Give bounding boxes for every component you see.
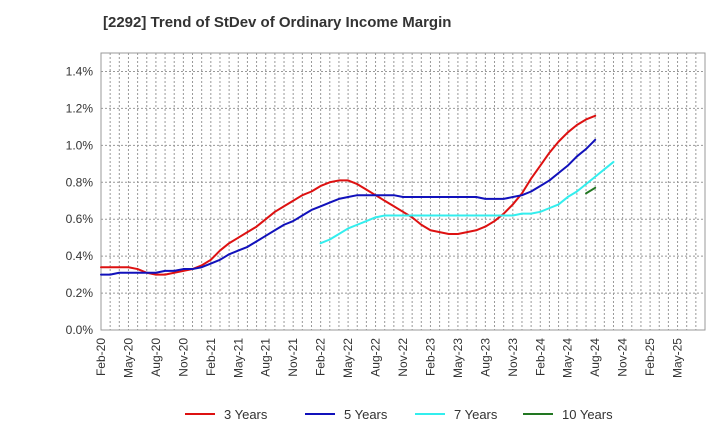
x-tick-label: Nov-20 bbox=[176, 338, 190, 377]
x-tick-label: Nov-21 bbox=[286, 338, 300, 377]
legend-label: 10 Years bbox=[562, 407, 613, 422]
x-tick-label: Aug-21 bbox=[259, 338, 273, 377]
y-tick-label: 1.0% bbox=[66, 138, 94, 152]
grid-lines bbox=[101, 53, 705, 330]
series-line bbox=[585, 186, 597, 195]
x-axis-tick-labels: Feb-20 May-20 Aug-20 Nov-20 Feb-21 May-21 Aug-… bbox=[94, 338, 685, 378]
y-tick-label: 0.2% bbox=[66, 286, 94, 300]
x-tick-label: Feb-25 bbox=[643, 338, 657, 376]
x-tick-label: Feb-23 bbox=[423, 338, 437, 376]
x-tick-label: May-21 bbox=[231, 338, 245, 378]
x-tick-label: Nov-22 bbox=[396, 338, 410, 377]
x-tick-label: Feb-21 bbox=[204, 338, 218, 376]
x-tick-label: Aug-23 bbox=[478, 338, 492, 377]
y-tick-label: 1.2% bbox=[66, 101, 94, 115]
x-tick-label: May-23 bbox=[451, 338, 465, 378]
y-tick-label: 0.6% bbox=[66, 212, 94, 226]
series-line bbox=[100, 114, 597, 276]
x-tick-label: Nov-24 bbox=[616, 338, 630, 377]
x-tick-label: May-25 bbox=[671, 338, 685, 378]
x-tick-label: May-22 bbox=[341, 338, 355, 378]
y-axis-tick-labels: 0.0% 0.2% 0.4% 0.6% 0.8% 1.0% 1.2% 1.4% bbox=[66, 64, 94, 337]
series-line bbox=[100, 138, 597, 276]
x-tick-label: May-20 bbox=[121, 338, 135, 378]
x-tick-label: Feb-24 bbox=[533, 338, 547, 376]
x-tick-label: May-24 bbox=[561, 338, 575, 378]
series-lines bbox=[100, 114, 615, 276]
y-tick-label: 0.0% bbox=[66, 323, 94, 337]
x-tick-label: Feb-22 bbox=[314, 338, 328, 376]
chart-title: [2292] Trend of StDev of Ordinary Income… bbox=[103, 14, 452, 31]
y-tick-label: 0.8% bbox=[66, 175, 94, 189]
series-line bbox=[319, 160, 615, 245]
x-tick-label: Nov-23 bbox=[506, 338, 520, 377]
plot-area bbox=[100, 52, 706, 331]
x-tick-label: Aug-24 bbox=[588, 338, 602, 377]
x-tick-label: Aug-20 bbox=[149, 338, 163, 377]
x-tick-label: Feb-20 bbox=[94, 338, 108, 376]
x-tick-label: Aug-22 bbox=[369, 338, 383, 377]
y-tick-label: 1.4% bbox=[66, 64, 94, 78]
legend-label: 5 Years bbox=[344, 407, 388, 422]
y-tick-label: 0.4% bbox=[66, 249, 94, 263]
legend-label: 3 Years bbox=[224, 407, 268, 422]
legend: 3 Years 5 Years 7 Years 10 Years bbox=[185, 407, 613, 422]
legend-label: 7 Years bbox=[454, 407, 498, 422]
